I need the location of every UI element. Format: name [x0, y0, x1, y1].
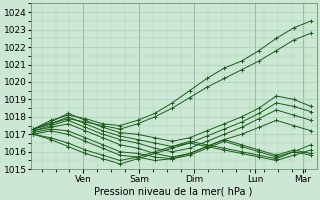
X-axis label: Pression niveau de la mer( hPa ): Pression niveau de la mer( hPa )	[94, 187, 253, 197]
